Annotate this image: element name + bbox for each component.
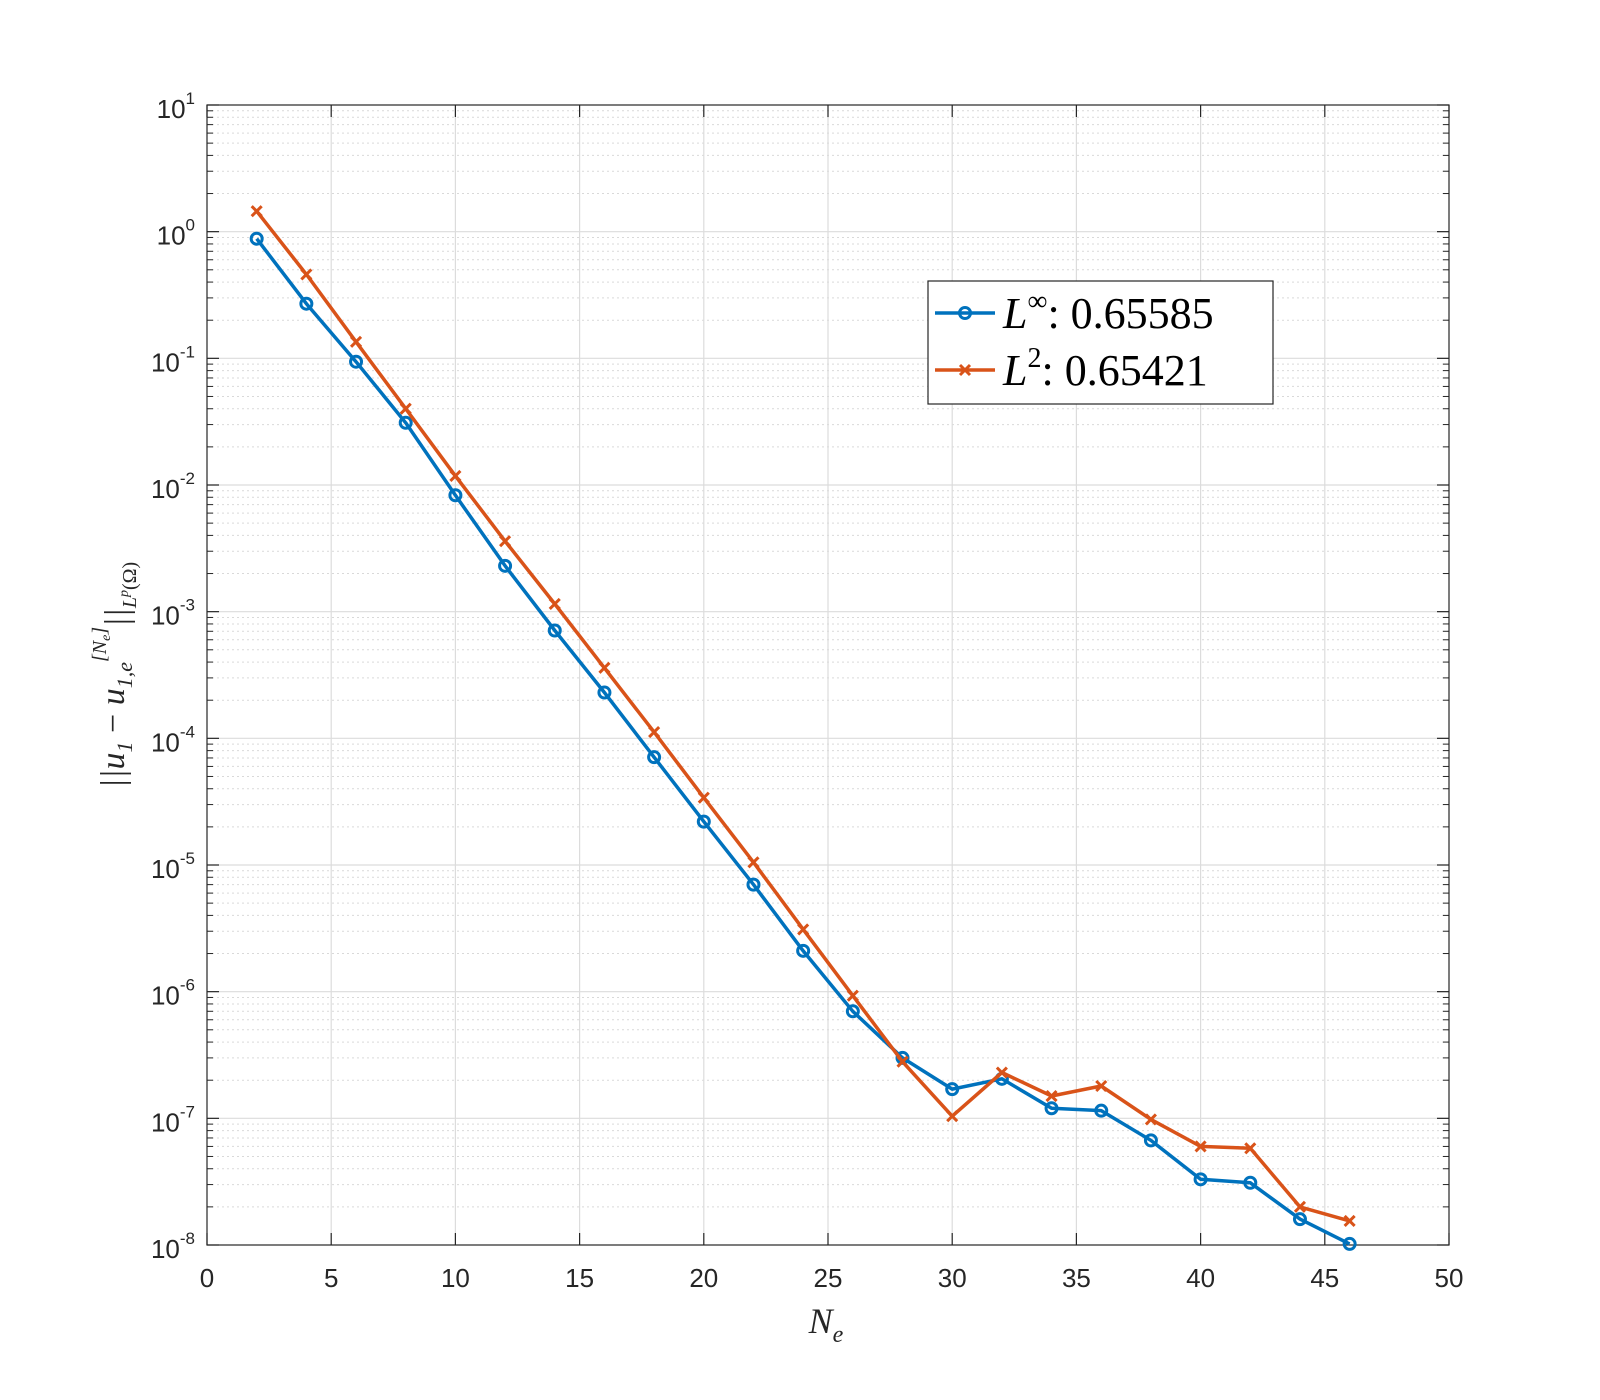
data-point-circle — [696, 814, 711, 829]
data-point-x — [1144, 1113, 1157, 1126]
data-point-x — [598, 661, 611, 674]
y-tick-label: 101 — [157, 89, 195, 124]
y-tick-label: 10-3 — [151, 596, 195, 631]
legend-l2-value: : 0.65421 — [1041, 346, 1207, 395]
x-tick-label: 20 — [689, 1263, 718, 1293]
data-point-x — [648, 726, 661, 739]
x-tick-label: 25 — [814, 1263, 843, 1293]
data-point-x — [1194, 1140, 1207, 1153]
x-tick-label: 15 — [565, 1263, 594, 1293]
data-point-x — [946, 1110, 959, 1123]
data-point-circle — [796, 943, 811, 958]
data-series — [249, 205, 1357, 1251]
data-point-circle — [299, 296, 314, 311]
data-point-circle — [249, 231, 264, 246]
x-tick-label: 40 — [1186, 1263, 1215, 1293]
data-point-x — [449, 469, 462, 482]
data-point-circle — [1094, 1103, 1109, 1118]
data-point-x — [896, 1055, 909, 1068]
svg-text:L2: 0.65421: L2: 0.65421 — [1002, 343, 1208, 395]
data-point-x — [250, 205, 263, 218]
x-axis-label: Ne — [808, 1301, 844, 1348]
x-tick-label: 45 — [1310, 1263, 1339, 1293]
data-point-circle — [1292, 1212, 1307, 1227]
data-point-x — [1244, 1142, 1257, 1155]
y-tick-label: 10-7 — [151, 1102, 195, 1137]
data-point-x — [747, 856, 760, 869]
data-point-circle — [498, 558, 513, 573]
legend-linf-value: : 0.65585 — [1047, 289, 1213, 338]
data-point-circle — [845, 1004, 860, 1019]
legend-l2-symbol: L — [1002, 346, 1027, 395]
data-point-x — [697, 791, 710, 804]
data-point-circle — [1243, 1175, 1258, 1190]
series-line-0 — [255, 237, 1351, 1246]
x-tick-label: 0 — [200, 1263, 214, 1293]
data-point-x — [300, 268, 313, 281]
legend-l2-sup: 2 — [1027, 343, 1041, 374]
data-point-circle — [945, 1082, 960, 1097]
svg-text:L∞: 0.65585: L∞: 0.65585 — [1002, 286, 1214, 338]
x-tick-label: 10 — [441, 1263, 470, 1293]
data-point-circle — [398, 415, 413, 430]
y-tick-label: 10-2 — [151, 469, 195, 504]
legend-linf-symbol: L — [1002, 289, 1027, 338]
legend-x-marker — [958, 363, 972, 377]
data-point-x — [399, 402, 412, 415]
data-point-x — [1343, 1214, 1356, 1227]
legend-entry-l2: L2: 0.65421 — [935, 343, 1208, 395]
data-point-x — [349, 335, 363, 348]
y-tick-label: 10-4 — [151, 722, 195, 757]
data-point-circle — [1342, 1236, 1357, 1251]
data-point-circle — [597, 685, 612, 700]
data-point-x — [1293, 1200, 1307, 1213]
data-point-x — [499, 535, 512, 548]
data-point-x — [548, 597, 561, 611]
x-tick-label: 30 — [938, 1263, 967, 1293]
legend-linf-sup: ∞ — [1027, 286, 1047, 317]
legend: L∞: 0.65585 L2: 0.65421 — [927, 280, 1274, 405]
legend-circle-marker — [958, 306, 972, 320]
x-tick-label: 5 — [324, 1263, 338, 1293]
data-point-circle — [1143, 1133, 1158, 1148]
data-point-x — [995, 1066, 1008, 1079]
x-tick-label: 35 — [1062, 1263, 1091, 1293]
data-point-x — [1045, 1089, 1058, 1103]
svg-text:||u1 − u1,e[Ne]||Lp(Ω): ||u1 − u1,e[Ne]||Lp(Ω) — [89, 562, 141, 788]
data-point-circle — [1193, 1172, 1208, 1187]
y-tick-label: 100 — [157, 216, 195, 251]
legend-entry-linf: L∞: 0.65585 — [935, 286, 1214, 338]
y-tick-label: 10-6 — [151, 976, 195, 1011]
data-point-circle — [349, 354, 364, 369]
data-point-circle — [746, 877, 761, 892]
data-point-circle — [647, 750, 662, 765]
y-tick-label: 10-5 — [151, 849, 195, 884]
data-point-x — [1095, 1079, 1108, 1093]
y-tick-label: 10-1 — [151, 342, 195, 377]
data-point-circle — [448, 488, 463, 503]
data-point-circle — [1044, 1101, 1059, 1116]
data-point-x — [846, 989, 859, 1002]
y-axis-label: ||u1 − u1,e[Ne]||Lp(Ω) — [89, 562, 141, 788]
legend-box — [927, 280, 1274, 405]
x-tick-label: 50 — [1435, 1263, 1464, 1293]
axis-ticks: 101 100 10-1 10-2 10-3 10-4 10-5 10-6 10-7 10-80 5… — [151, 89, 1464, 1293]
data-point-circle — [547, 623, 562, 638]
y-tick-label: 10-8 — [151, 1229, 195, 1264]
data-point-x — [797, 923, 810, 936]
